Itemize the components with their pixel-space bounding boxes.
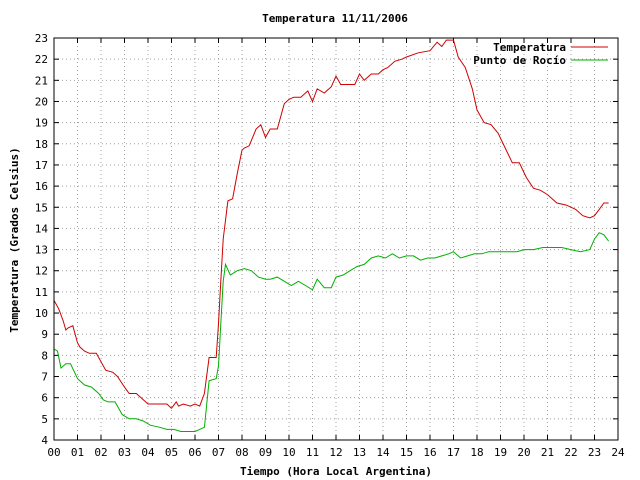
x-tick-label: 24	[611, 446, 625, 459]
x-tick-label: 00	[47, 446, 60, 459]
x-tick-label: 16	[423, 446, 436, 459]
x-tick-label: 04	[141, 446, 155, 459]
y-tick-label: 4	[41, 434, 48, 447]
x-tick-label: 13	[353, 446, 366, 459]
y-axis-label: Temperatura (Grados Celsius)	[8, 147, 21, 332]
y-tick-label: 7	[41, 371, 48, 384]
x-tick-label: 03	[118, 446, 131, 459]
x-tick-label: 14	[376, 446, 390, 459]
y-tick-label: 23	[35, 32, 48, 45]
legend-label: Punto de Rocío	[473, 54, 566, 67]
y-tick-label: 5	[41, 413, 48, 426]
y-tick-label: 18	[35, 138, 48, 151]
x-tick-label: 01	[71, 446, 84, 459]
series-lines	[53, 39, 610, 432]
x-tick-label: 15	[400, 446, 413, 459]
x-tick-label: 23	[588, 446, 601, 459]
x-tick-label: 09	[259, 446, 272, 459]
legend-label: Temperatura	[493, 41, 566, 54]
y-tick-label: 6	[41, 392, 48, 405]
x-tick-label: 11	[306, 446, 319, 459]
x-tick-label: 17	[447, 446, 460, 459]
y-tick-label: 21	[35, 74, 48, 87]
x-tick-label: 18	[470, 446, 483, 459]
x-tick-label: 05	[165, 446, 178, 459]
x-tick-label: 07	[212, 446, 225, 459]
series-line-punto-de-rocio	[53, 232, 610, 432]
y-tick-label: 9	[41, 328, 48, 341]
x-tick-label: 02	[94, 446, 107, 459]
y-tick-label: 10	[35, 307, 48, 320]
x-tick-label: 20	[517, 446, 530, 459]
y-tick-label: 17	[35, 159, 48, 172]
y-tick-label: 22	[35, 53, 48, 66]
y-tick-label: 13	[35, 244, 48, 257]
y-axis-ticks: 4 5 6 7 8 9 10 11 12 13 14 15 16 17 18 19 20 21 22 23	[35, 32, 618, 447]
x-tick-label: 19	[494, 446, 507, 459]
x-axis-ticks: 00 01 02 03 04 05 06 07 08 09 10 11 12 13 14 15 16 17 18 19…	[47, 38, 625, 459]
y-tick-label: 8	[41, 349, 48, 362]
series-line-temperatura	[53, 39, 609, 410]
y-tick-label: 12	[35, 265, 48, 278]
y-tick-label: 19	[35, 117, 48, 130]
x-tick-label: 12	[329, 446, 342, 459]
y-tick-label: 11	[35, 286, 48, 299]
x-tick-label: 22	[564, 446, 577, 459]
x-tick-label: 21	[541, 446, 554, 459]
x-tick-label: 08	[235, 446, 248, 459]
y-tick-label: 16	[35, 180, 48, 193]
y-tick-label: 15	[35, 201, 48, 214]
plot-frame	[53, 37, 619, 441]
grid-lines	[54, 38, 618, 440]
x-tick-label: 06	[188, 446, 201, 459]
x-tick-label: 10	[282, 446, 295, 459]
chart-title: Temperatura 11/11/2006	[262, 12, 408, 25]
y-tick-label: 14	[35, 222, 49, 235]
x-axis-label: Tiempo (Hora Local Argentina)	[240, 465, 432, 478]
y-tick-label: 20	[35, 95, 48, 108]
